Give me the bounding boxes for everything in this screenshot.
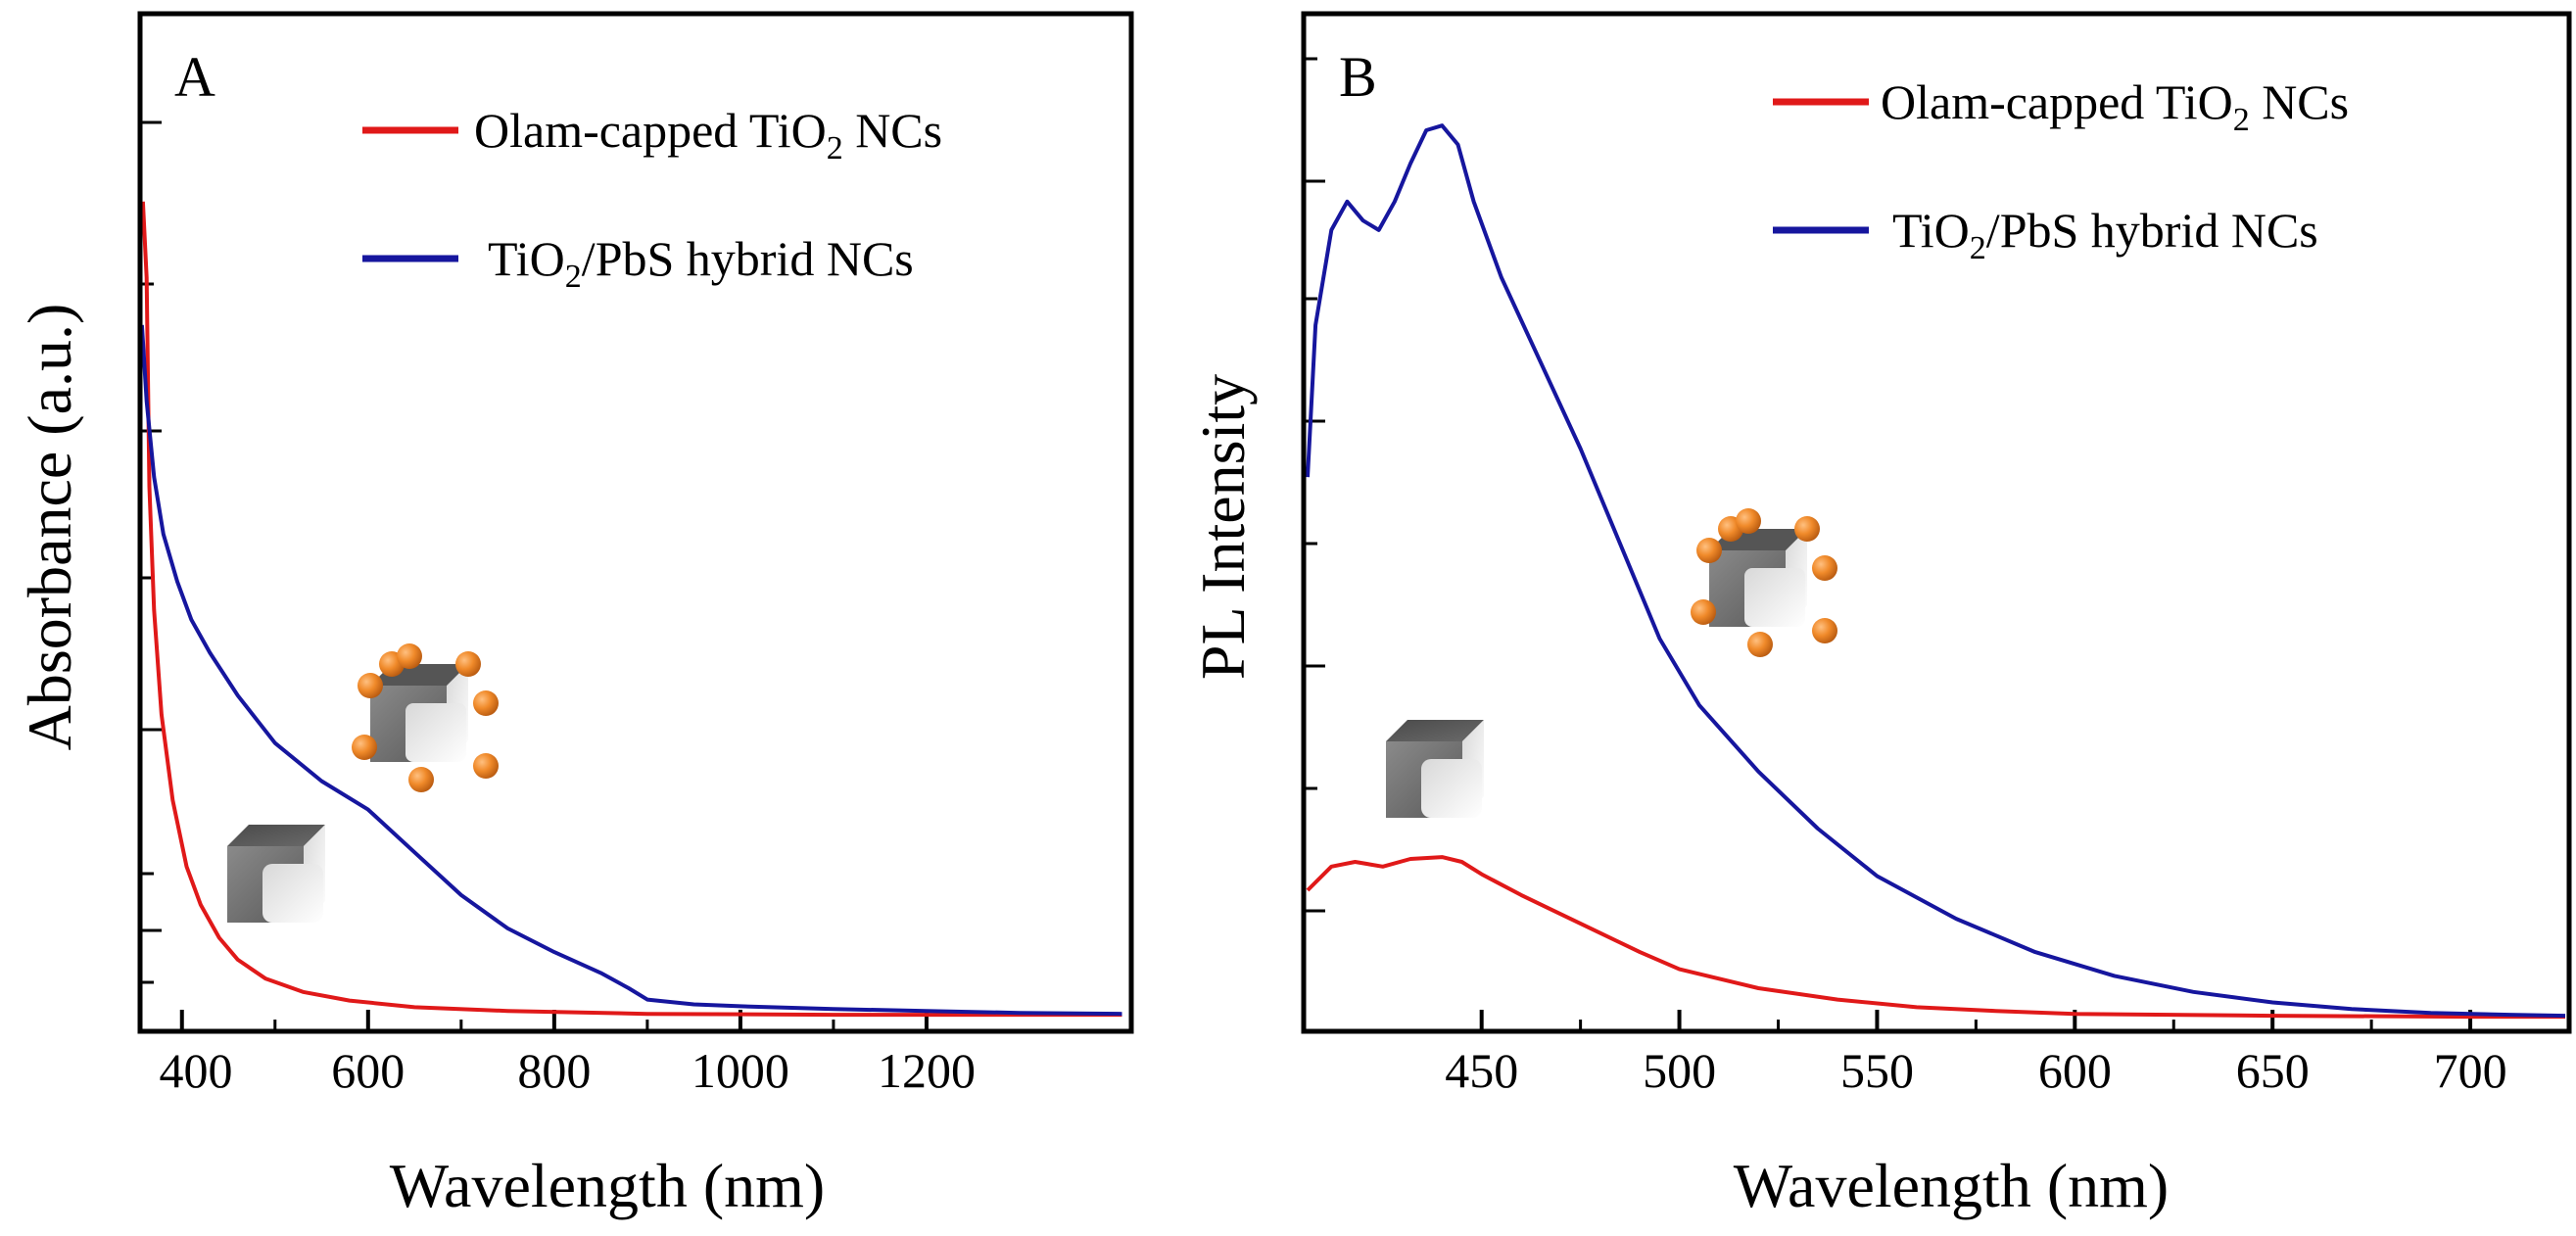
xtick-label-a-1000: 1000 [692, 1043, 789, 1098]
panel-b-frame [1301, 11, 2572, 1034]
panel-a: 600 800 1000 1200 A Olam-capped TiO2 NCs Ti… [15, 11, 1134, 1220]
panel-b-series [1306, 123, 2566, 1020]
xtick-label-a-600: 600 [331, 1043, 405, 1098]
panel-a-frame [137, 11, 1134, 1034]
panel-a-ylabel: Absorbance (a.u.) [15, 304, 84, 751]
legend-a-label-hybrid: TiO2/PbS hybrid NCs [488, 231, 914, 295]
panel-b-ylabel: PL Intensity [1188, 374, 1258, 680]
panel-a-xtick-400: 400 [160, 1043, 233, 1098]
xtick-label-a-800: 800 [517, 1043, 591, 1098]
series-line-b-olam [1306, 855, 2565, 1020]
xtick-label-b-650: 650 [2236, 1043, 2310, 1098]
hybrid-cube-icon [352, 643, 499, 792]
xtick-label-b-700: 700 [2434, 1043, 2507, 1098]
xtick-label-a-1200: 1200 [878, 1043, 976, 1098]
tio2-cube-icon [227, 825, 325, 923]
series-line-a-olam [140, 201, 1122, 1018]
panel-b: 450 500 550 600 650 700 B Olam-capped TiO2 NC… [1188, 11, 2572, 1220]
tio2-cube-icon-b [1386, 720, 1484, 818]
panel-a-ticks: 600 800 1000 1200 [140, 120, 976, 1098]
panel-b-letter: B [1339, 45, 1377, 109]
panel-a-xlabel: Wavelength (nm) [390, 1151, 825, 1220]
xtick-label-b-450: 450 [1445, 1043, 1518, 1098]
panel-b-ticks: 450 500 550 600 650 700 [1304, 57, 2507, 1098]
panel-a-series [139, 201, 1122, 1018]
legend-b-label-hybrid: TiO2/PbS hybrid NCs [1892, 203, 2318, 266]
panel-a-letter: A [174, 45, 215, 109]
xtick-label-b-600: 600 [2038, 1043, 2112, 1098]
legend-b-label-olam: Olam-capped TiO2 NCs [1881, 74, 2349, 138]
panel-a-legend: Olam-capped TiO2 NCs TiO2/PbS hybrid NCs [362, 103, 942, 295]
panel-b-xlabel: Wavelength (nm) [1734, 1151, 2169, 1220]
xtick-label-b-500: 500 [1643, 1043, 1716, 1098]
hybrid-cube-icon-b [1691, 508, 1837, 657]
series-line-b-hybrid [1306, 123, 2566, 1019]
xtick-label-b-550: 550 [1840, 1043, 1914, 1098]
legend-a-label-olam: Olam-capped TiO2 NCs [474, 103, 942, 166]
series-line-a-hybrid [139, 324, 1122, 1017]
panel-b-legend: Olam-capped TiO2 NCs TiO2/PbS hybrid NCs [1773, 74, 2349, 266]
